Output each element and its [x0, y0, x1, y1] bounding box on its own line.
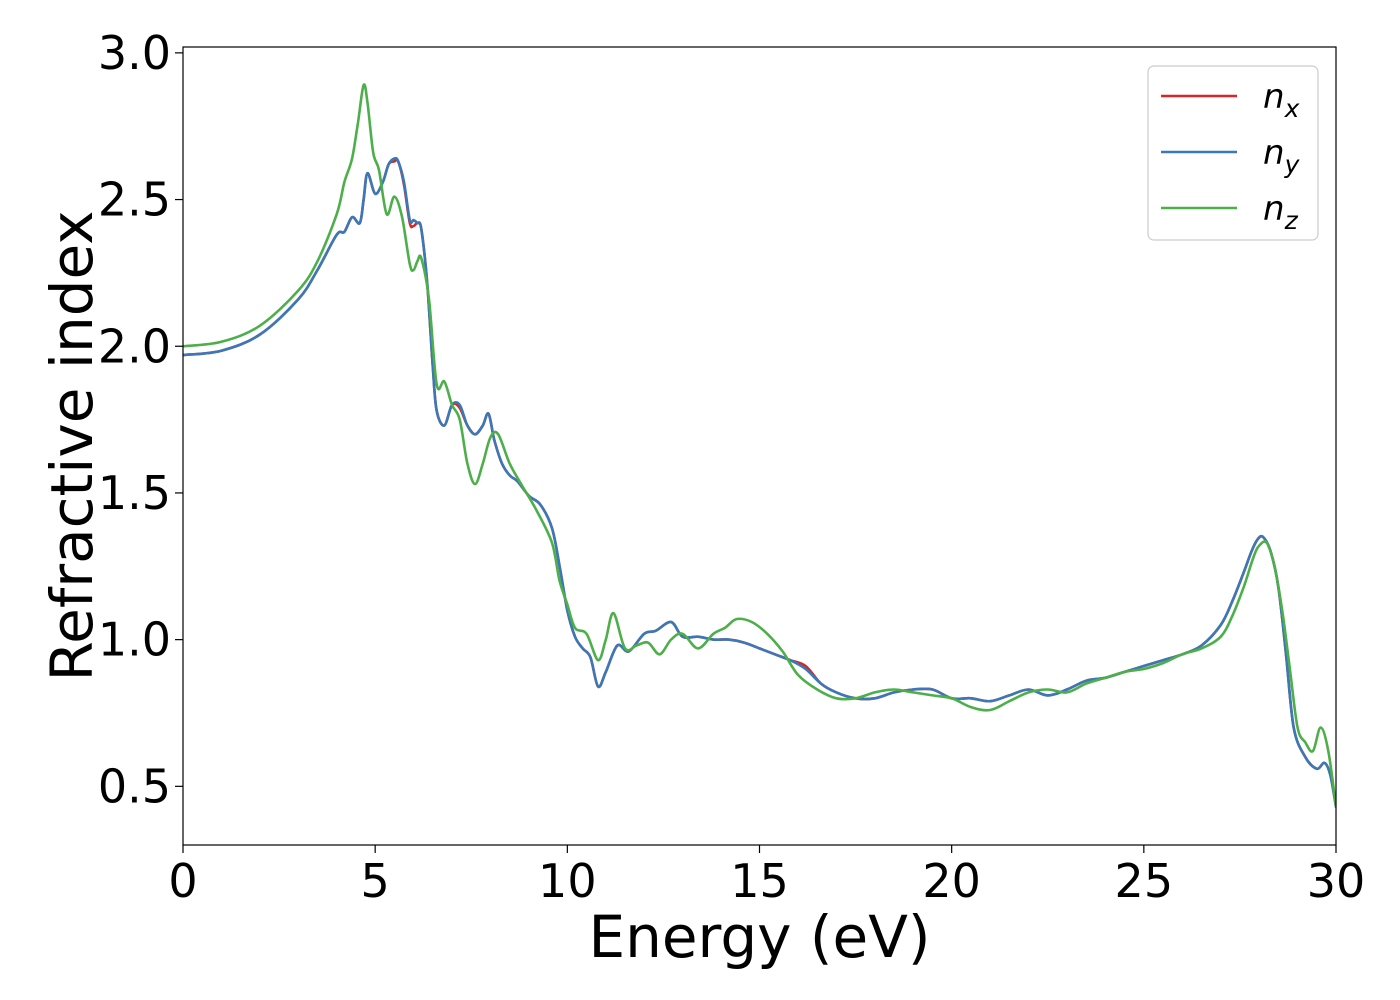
y-tick-label: 0.5 [98, 759, 171, 813]
y-tick-label: 2.0 [98, 319, 171, 373]
x-tick-label: 30 [1307, 854, 1366, 908]
x-tick-label: 25 [1115, 854, 1174, 908]
x-axis-label: Energy (eV) [588, 903, 930, 971]
y-axis-ticks: 0.5 1.0 1.5 2.0 2.5 3.0 [98, 26, 183, 813]
legend-label-x: nx [1263, 77, 1300, 123]
legend: nx ny nz [1147, 65, 1319, 241]
x-tick-label: 5 [361, 854, 390, 908]
x-tick-label: 10 [538, 854, 597, 908]
x-tick-label: 20 [922, 854, 981, 908]
y-tick-label: 1.5 [98, 466, 171, 520]
legend-label-z: nz [1263, 189, 1299, 235]
y-tick-label: 2.5 [98, 173, 171, 227]
x-axis-ticks: 0 5 10 15 20 25 30 [168, 845, 1365, 908]
y-axis-label: Refractive index [38, 210, 106, 681]
x-tick-label: 15 [730, 854, 789, 908]
y-tick-label: 3.0 [98, 26, 171, 80]
plot-lines [183, 83, 1336, 809]
x-tick-label: 0 [168, 854, 197, 908]
legend-label-y: ny [1263, 133, 1301, 179]
series-line-z [183, 83, 1336, 809]
y-tick-label: 1.0 [98, 613, 171, 667]
